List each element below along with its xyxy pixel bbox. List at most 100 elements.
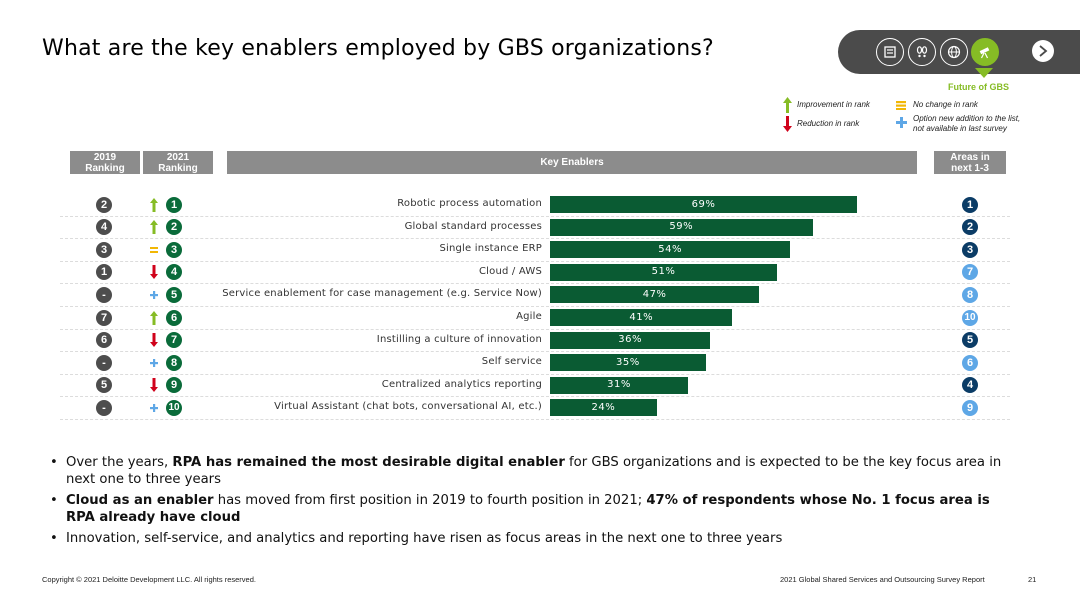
bar-value-label: 24% bbox=[591, 401, 616, 413]
header-key-enablers: Key Enablers bbox=[227, 151, 917, 174]
rank-2021-badge: 5 bbox=[166, 286, 182, 303]
enabler-label: Global standard processes bbox=[404, 220, 542, 232]
rank-2021-badge: 2 bbox=[166, 219, 182, 236]
enabler-label: Instilling a culture of innovation bbox=[376, 333, 542, 345]
footprints-icon[interactable] bbox=[908, 38, 936, 66]
row-separator bbox=[60, 351, 1010, 353]
rank-down-icon bbox=[150, 378, 158, 393]
enabler-label: Centralized analytics reporting bbox=[381, 378, 542, 390]
no-change-icon bbox=[896, 101, 906, 110]
enabler-label: Cloud / AWS bbox=[478, 265, 542, 277]
finding-1-bold: RPA has remained the most desirable digi… bbox=[172, 455, 565, 470]
reduction-arrow-icon bbox=[783, 116, 792, 132]
enabler-label: Robotic process automation bbox=[397, 198, 542, 209]
enabler-label: Agile bbox=[516, 311, 542, 322]
globe-icon[interactable] bbox=[940, 38, 968, 66]
bar-value-label: 36% bbox=[618, 334, 642, 346]
rank-2021-badge: 9 bbox=[166, 377, 182, 394]
header-2021-line1: 2021 bbox=[166, 151, 190, 163]
key-findings: Over the years, RPA has remained the mos… bbox=[48, 454, 1018, 551]
header-2021-line2: Ranking bbox=[158, 162, 198, 174]
rank-down-icon bbox=[150, 333, 158, 348]
area-rank-badge: 3 bbox=[962, 241, 978, 258]
rank-2019-badge: 2 bbox=[96, 196, 112, 213]
rank-2021-badge: 3 bbox=[166, 241, 182, 258]
header-2019-ranking: 2019 Ranking bbox=[70, 151, 140, 174]
legend-new-line2: not available in last survey bbox=[913, 124, 1007, 133]
header-areas-line1: Areas in bbox=[950, 151, 990, 163]
next-page-button[interactable] bbox=[1032, 40, 1054, 62]
rank-same-icon bbox=[150, 246, 158, 253]
finding-2-text: has moved from first position in 2019 to… bbox=[213, 493, 647, 508]
rank-new-icon bbox=[150, 403, 158, 412]
rank-2019-badge: 7 bbox=[96, 309, 112, 326]
bar-value-label: 35% bbox=[616, 356, 640, 368]
header-2021-ranking: 2021 Ranking bbox=[143, 151, 213, 174]
row-separator bbox=[60, 238, 1010, 240]
bar-value-label: 47% bbox=[642, 288, 667, 300]
rank-2019-badge: 3 bbox=[96, 241, 112, 258]
bar bbox=[550, 376, 688, 394]
rank-new-icon bbox=[150, 358, 158, 367]
active-section-label: Future of GBS bbox=[948, 82, 1009, 92]
row-separator bbox=[60, 260, 1010, 262]
document-icon[interactable] bbox=[876, 38, 904, 66]
report-name: 2021 Global Shared Services and Outsourc… bbox=[780, 575, 985, 584]
telescope-icon[interactable] bbox=[971, 38, 999, 66]
finding-1-text-b: for GBS organizations and is expected to… bbox=[66, 455, 1002, 487]
finding-item: Innovation, self-service, and analytics … bbox=[48, 530, 1018, 547]
legend-reduction: Reduction in rank bbox=[797, 119, 860, 128]
rank-up-icon bbox=[150, 310, 158, 325]
row-separator bbox=[60, 215, 1010, 217]
rank-down-icon bbox=[150, 265, 158, 280]
page-title: What are the key enablers employed by GB… bbox=[42, 36, 714, 61]
bar-value-label: 51% bbox=[651, 266, 676, 278]
chevron-right-icon bbox=[1039, 45, 1048, 57]
rank-2021-badge: 10 bbox=[166, 399, 182, 416]
rank-up-icon bbox=[150, 197, 158, 212]
legend-new-addition: Option new addition to the list, not ava… bbox=[913, 114, 1020, 134]
legend-no-change: No change in rank bbox=[913, 100, 978, 109]
bar-value-label: 59% bbox=[669, 221, 694, 233]
finding-item: Over the years, RPA has remained the mos… bbox=[48, 454, 1018, 488]
legend-improvement: Improvement in rank bbox=[797, 100, 870, 109]
bar-value-label: 41% bbox=[629, 311, 654, 323]
area-rank-badge: 5 bbox=[962, 332, 978, 349]
header-areas-next: Areas in next 1-3 bbox=[934, 151, 1006, 174]
rank-2021-badge: 8 bbox=[166, 354, 182, 371]
rank-2021-badge: 4 bbox=[166, 264, 182, 281]
rank-2021-badge: 7 bbox=[166, 332, 182, 349]
header-2019-line2: Ranking bbox=[85, 162, 125, 174]
rank-2019-badge: - bbox=[96, 399, 112, 416]
rank-2019-badge: - bbox=[96, 354, 112, 371]
new-addition-icon bbox=[896, 117, 907, 128]
row-separator bbox=[60, 396, 1010, 398]
bar bbox=[550, 196, 858, 213]
bar-value-label: 54% bbox=[658, 243, 683, 255]
enabler-label: Virtual Assistant (chat bots, conversati… bbox=[274, 401, 542, 413]
rank-2021-badge: 1 bbox=[166, 196, 182, 213]
bar bbox=[550, 309, 733, 326]
bar bbox=[550, 263, 777, 281]
enabler-label: Service enablement for case management (… bbox=[222, 288, 542, 300]
area-rank-badge: 10 bbox=[962, 309, 978, 326]
rank-2019-badge: 5 bbox=[96, 377, 112, 394]
improvement-arrow-icon bbox=[783, 97, 792, 113]
rank-2019-badge: - bbox=[96, 286, 112, 303]
header-2019-line1: 2019 bbox=[93, 151, 117, 163]
finding-item: Cloud as an enabler has moved from first… bbox=[48, 492, 1018, 526]
area-rank-badge: 9 bbox=[962, 399, 978, 416]
enabler-label: Single instance ERP bbox=[439, 243, 542, 255]
copyright: Copyright © 2021 Deloitte Development LL… bbox=[42, 575, 256, 584]
bar bbox=[550, 241, 791, 259]
bar bbox=[550, 331, 711, 349]
rank-2019-badge: 1 bbox=[96, 264, 112, 281]
rank-up-icon bbox=[150, 220, 158, 235]
row-separator bbox=[60, 328, 1010, 330]
header-areas-line2: next 1-3 bbox=[951, 162, 989, 174]
bar-value-label: 31% bbox=[607, 379, 631, 391]
area-rank-badge: 4 bbox=[962, 377, 978, 394]
row-separator bbox=[60, 418, 1010, 420]
active-section-marker-icon bbox=[975, 68, 993, 78]
bar bbox=[550, 354, 706, 372]
